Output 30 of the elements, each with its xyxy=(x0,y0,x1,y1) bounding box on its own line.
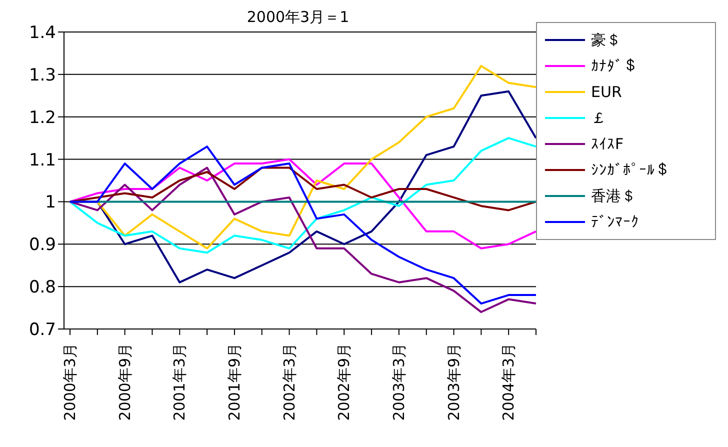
y-tick-label: 0.8 xyxy=(28,278,56,298)
legend-label: EUR xyxy=(591,83,622,101)
x-tick-label: 2003年3月 xyxy=(390,343,408,421)
legend-label: ｼﾝｶﾞﾎﾟｰﾙ＄ xyxy=(591,161,670,179)
x-tick-label: 2000年3月 xyxy=(61,343,79,421)
legend-label: ｽｲｽF xyxy=(591,135,624,153)
line-series xyxy=(69,146,537,305)
y-tick-label: 1.2 xyxy=(28,108,56,128)
x-tick-label: 2000年9月 xyxy=(116,343,134,421)
x-tick-label: 2001年3月 xyxy=(170,343,189,421)
y-tick-label: 1 xyxy=(45,192,56,213)
x-tick-label: 2002年9月 xyxy=(335,343,354,421)
line-series xyxy=(69,166,537,314)
y-tick-label: 0.7 xyxy=(28,320,56,340)
y-tick-label: 1.4 xyxy=(28,23,56,44)
y-tick-label: 1.3 xyxy=(28,65,56,86)
y-tick-label: 0.9 xyxy=(28,235,56,256)
legend-label: 豪＄ xyxy=(591,30,621,50)
legend-label: ﾃﾞﾝﾏｰｸ xyxy=(591,213,639,231)
legend-label: ｶﾅﾀﾞ＄ xyxy=(591,57,638,75)
legend-label: 香港＄ xyxy=(591,186,636,206)
legend-label: ￡ xyxy=(591,108,606,128)
x-tick-label: 2004年3月 xyxy=(500,343,518,421)
y-tick-label: 1.1 xyxy=(28,150,56,170)
chart-title: 2000年3月＝1 xyxy=(246,8,350,27)
x-tick-label: 2003年9月 xyxy=(444,343,463,421)
x-tick-label: 2002年3月 xyxy=(280,343,298,421)
x-tick-label: 2001年9月 xyxy=(225,343,244,421)
line-series xyxy=(69,158,537,250)
line-series xyxy=(69,137,537,254)
